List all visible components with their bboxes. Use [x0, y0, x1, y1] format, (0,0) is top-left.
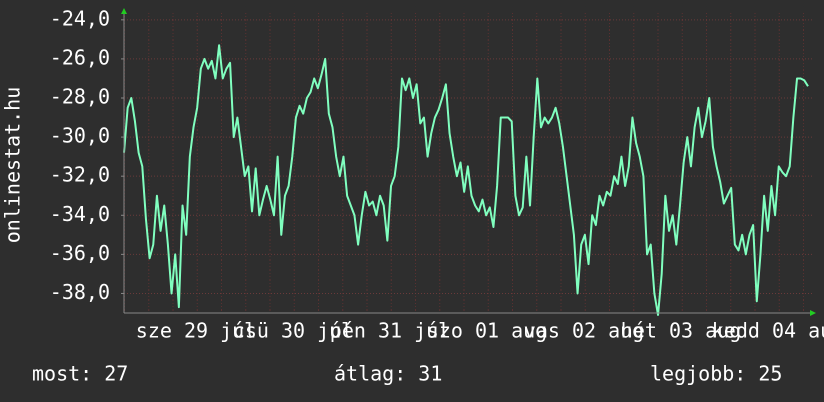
y-tick-label: -26,0 — [50, 45, 110, 69]
y-axis-label: onlinestat.hu — [1, 87, 25, 244]
footer-stat: legjobb: 25 — [650, 362, 782, 386]
y-axis-arrow — [121, 8, 127, 14]
data-line — [123, 44, 809, 316]
y-tick-label: -34,0 — [50, 202, 110, 226]
x-tick-label: vas 02 aug — [524, 319, 644, 343]
x-tick-label: pén 31 júl — [330, 319, 450, 343]
y-tick-label: -24,0 — [50, 6, 110, 30]
y-tick-label: -38,0 — [50, 280, 110, 304]
y-tick-label: -30,0 — [50, 124, 110, 148]
x-tick-label: szo 01 aug — [427, 319, 547, 343]
footer-stat: átlag: 31 — [334, 362, 442, 386]
x-tick-label: kedd 04 aug — [712, 319, 824, 343]
x-tick-label: sze 29 júl — [136, 319, 256, 343]
y-tick-label: -36,0 — [50, 241, 110, 265]
x-tick-label: csü 30 júl — [233, 319, 353, 343]
y-tick-label: -32,0 — [50, 163, 110, 187]
footer-stat: most: 27 — [32, 362, 128, 386]
labels: -38,0 -36,0 -34,0 -32,0 -30,0 -28,0 -26,0 -24,0… — [50, 6, 824, 342]
x-axis-arrow — [810, 310, 816, 316]
x-tick-label: hét 03 aug — [621, 319, 741, 343]
y-tick-label: -28,0 — [50, 85, 110, 109]
grid — [121, 19, 812, 294]
marks — [123, 44, 809, 316]
plot-grid-pattern — [124, 12, 812, 313]
